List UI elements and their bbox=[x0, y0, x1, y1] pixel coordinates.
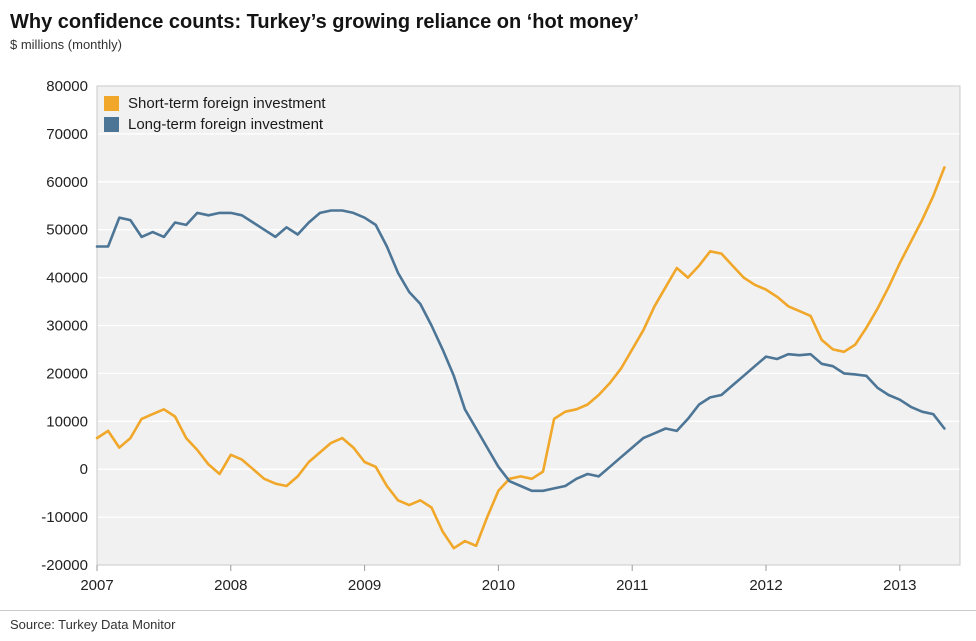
legend-label-long-term: Long-term foreign investment bbox=[128, 116, 324, 133]
y-axis-label: 20000 bbox=[46, 365, 88, 382]
x-axis-label: 2009 bbox=[348, 577, 381, 594]
x-axis-label: 2007 bbox=[80, 577, 113, 594]
source-divider bbox=[0, 610, 976, 611]
legend-swatch-short-term-icon bbox=[104, 96, 119, 111]
y-axis-label: 50000 bbox=[46, 222, 88, 239]
chart-subtitle: $ millions (monthly) bbox=[10, 37, 122, 52]
page-title: Why confidence counts: Turkey’s growing … bbox=[10, 11, 639, 33]
chart-legend: Short-term foreign investment Long-term … bbox=[104, 95, 326, 137]
legend-item-long-term: Long-term foreign investment bbox=[104, 116, 326, 133]
legend-swatch-long-term-icon bbox=[104, 117, 119, 132]
legend-item-short-term: Short-term foreign investment bbox=[104, 95, 326, 112]
y-axis-label: 40000 bbox=[46, 270, 88, 287]
source-text: Source: Turkey Data Monitor bbox=[10, 617, 176, 632]
x-axis-label: 2008 bbox=[214, 577, 247, 594]
line-chart: -20000 -10000 0 10000 20000 30000 40000 50000 60… bbox=[41, 78, 961, 594]
y-axis-label: 60000 bbox=[46, 174, 88, 191]
x-axis-label: 2013 bbox=[883, 577, 916, 594]
y-axis-label: 70000 bbox=[46, 126, 88, 143]
y-axis-label: 80000 bbox=[46, 78, 88, 95]
plot-border bbox=[96, 85, 961, 566]
y-axis-label: 10000 bbox=[46, 413, 88, 430]
y-axis-label: -10000 bbox=[41, 509, 88, 526]
y-axis-label: 0 bbox=[80, 461, 88, 478]
x-axis-label: 2011 bbox=[616, 577, 648, 594]
y-axis-label: 30000 bbox=[46, 318, 88, 335]
chart-area: -20000 -10000 0 10000 20000 30000 40000 50000 60… bbox=[0, 76, 976, 596]
y-axis-label: -20000 bbox=[41, 557, 88, 574]
x-axis-label: 2012 bbox=[749, 577, 782, 594]
series-line-long-term bbox=[95, 209, 946, 493]
legend-label-short-term: Short-term foreign investment bbox=[128, 95, 326, 112]
x-axis-label: 2010 bbox=[482, 577, 515, 594]
series-line-short-term bbox=[95, 166, 946, 550]
